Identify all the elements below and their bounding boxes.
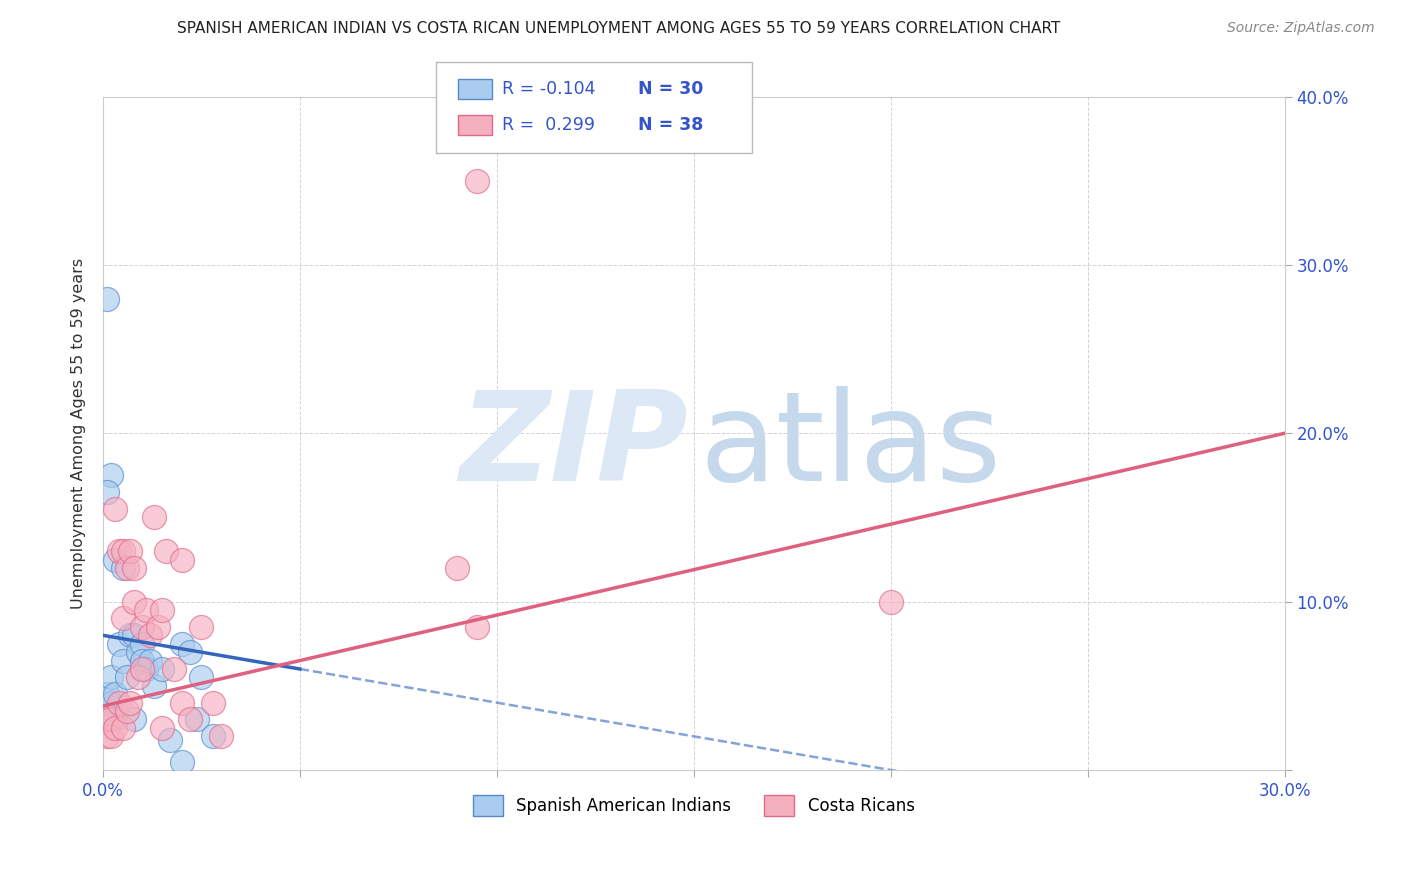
Point [170, 755, 193, 769]
Point [104, 502, 127, 516]
Point [104, 713, 127, 727]
Text: N = 30: N = 30 [638, 80, 703, 98]
Text: ZIP: ZIP [458, 386, 688, 508]
Point [135, 662, 157, 676]
Point [131, 654, 153, 668]
Point [115, 561, 138, 575]
Point [202, 729, 225, 743]
Point [100, 468, 122, 483]
Y-axis label: Unemployment Among Ages 55 to 59 years: Unemployment Among Ages 55 to 59 years [72, 258, 86, 609]
Point [111, 561, 134, 575]
Point [146, 620, 169, 634]
Text: SPANISH AMERICAN INDIAN VS COSTA RICAN UNEMPLOYMENT AMONG AGES 55 TO 59 YEARS CO: SPANISH AMERICAN INDIAN VS COSTA RICAN U… [177, 21, 1060, 36]
Point [190, 670, 212, 684]
Point [111, 721, 134, 735]
Point [120, 628, 142, 642]
Point [143, 679, 166, 693]
Point [150, 662, 173, 676]
Point [100, 670, 122, 684]
Point [190, 620, 212, 634]
Point [170, 696, 193, 710]
Point [107, 637, 129, 651]
Point [209, 729, 232, 743]
Point [96, 713, 118, 727]
Point [139, 628, 162, 642]
Point [104, 721, 127, 735]
Point [111, 611, 134, 625]
Point [115, 704, 138, 718]
Point [96, 729, 118, 743]
Point [170, 552, 193, 566]
Point [163, 662, 186, 676]
Point [100, 729, 122, 743]
Point [446, 561, 468, 575]
Point [127, 645, 149, 659]
Point [115, 670, 138, 684]
Text: R =  0.299: R = 0.299 [502, 116, 595, 134]
Point [135, 603, 157, 617]
Point [124, 628, 146, 642]
Point [465, 174, 488, 188]
Point [202, 696, 225, 710]
Point [96, 485, 118, 500]
Legend: Spanish American Indians, Costa Ricans: Spanish American Indians, Costa Ricans [465, 789, 921, 822]
Point [155, 544, 177, 558]
Point [127, 670, 149, 684]
Point [179, 645, 201, 659]
Point [107, 696, 129, 710]
Point [186, 713, 208, 727]
Point [170, 637, 193, 651]
Point [124, 594, 146, 608]
Point [124, 561, 146, 575]
Point [150, 721, 173, 735]
Point [96, 687, 118, 701]
Point [159, 732, 181, 747]
Point [131, 637, 153, 651]
Point [111, 544, 134, 558]
Text: N = 38: N = 38 [638, 116, 703, 134]
Point [111, 654, 134, 668]
Point [120, 544, 142, 558]
Point [143, 510, 166, 524]
Point [96, 292, 118, 306]
Point [879, 594, 901, 608]
Point [100, 713, 122, 727]
Point [124, 713, 146, 727]
Point [139, 654, 162, 668]
Point [131, 620, 153, 634]
Point [100, 696, 122, 710]
Point [179, 713, 201, 727]
Text: Source: ZipAtlas.com: Source: ZipAtlas.com [1227, 21, 1375, 35]
Point [131, 662, 153, 676]
Point [104, 687, 127, 701]
Point [104, 552, 127, 566]
Text: R = -0.104: R = -0.104 [502, 80, 596, 98]
Point [465, 620, 488, 634]
Text: atlas: atlas [700, 386, 1001, 508]
Point [107, 544, 129, 558]
Point [150, 603, 173, 617]
Point [120, 696, 142, 710]
